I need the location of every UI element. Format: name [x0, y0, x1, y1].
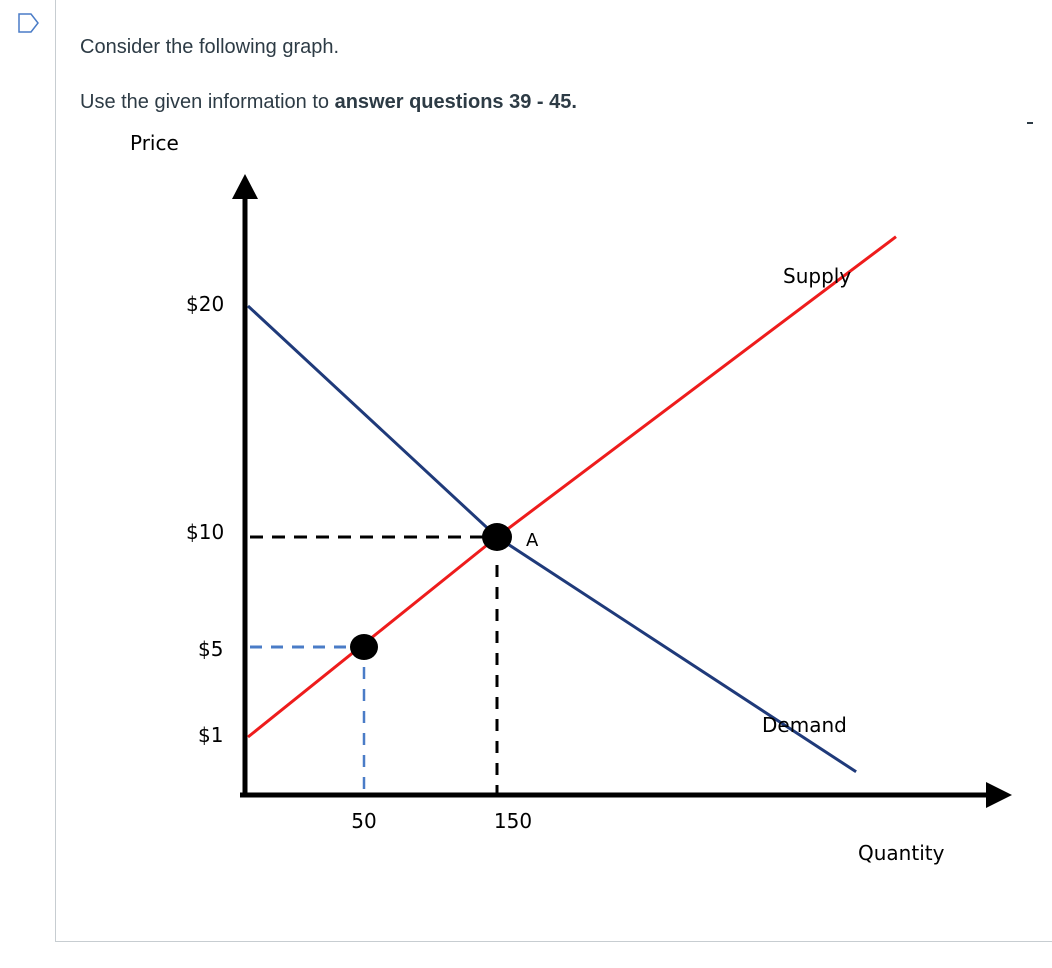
y-tick-label: $5	[198, 637, 223, 661]
y-axis-arrow	[232, 174, 258, 199]
demand-line	[246, 304, 857, 774]
supply-label: Supply	[783, 264, 851, 288]
x-axis-arrow	[986, 782, 1012, 808]
stray-mark	[1027, 122, 1033, 124]
x-axis-label: Quantity	[858, 841, 945, 865]
point-a-label: A	[526, 530, 539, 551]
instruction-text: Use the given information to	[80, 91, 335, 113]
y-tick-label: $20	[186, 292, 224, 316]
y-axis-label: Price	[130, 131, 179, 155]
question-instruction: Use the given information to answer ques…	[80, 91, 577, 114]
points	[350, 523, 512, 660]
flag-icon[interactable]	[16, 12, 42, 34]
y-tick-label: $10	[186, 520, 224, 544]
demand-label: Demand	[762, 713, 847, 737]
supply-point	[350, 634, 378, 660]
equilibrium-point-a	[482, 523, 512, 551]
series-lines	[246, 235, 897, 774]
question-intro: Consider the following graph.	[80, 36, 340, 58]
y-tick-label: $1	[198, 723, 223, 747]
x-tick-label: 150	[494, 809, 532, 833]
guide-lines	[250, 535, 499, 793]
instruction-bold: answer questions 39 - 45.	[334, 91, 577, 113]
question-panel	[55, 0, 1052, 942]
x-tick-label: 50	[351, 809, 376, 833]
supply-line	[247, 235, 897, 739]
